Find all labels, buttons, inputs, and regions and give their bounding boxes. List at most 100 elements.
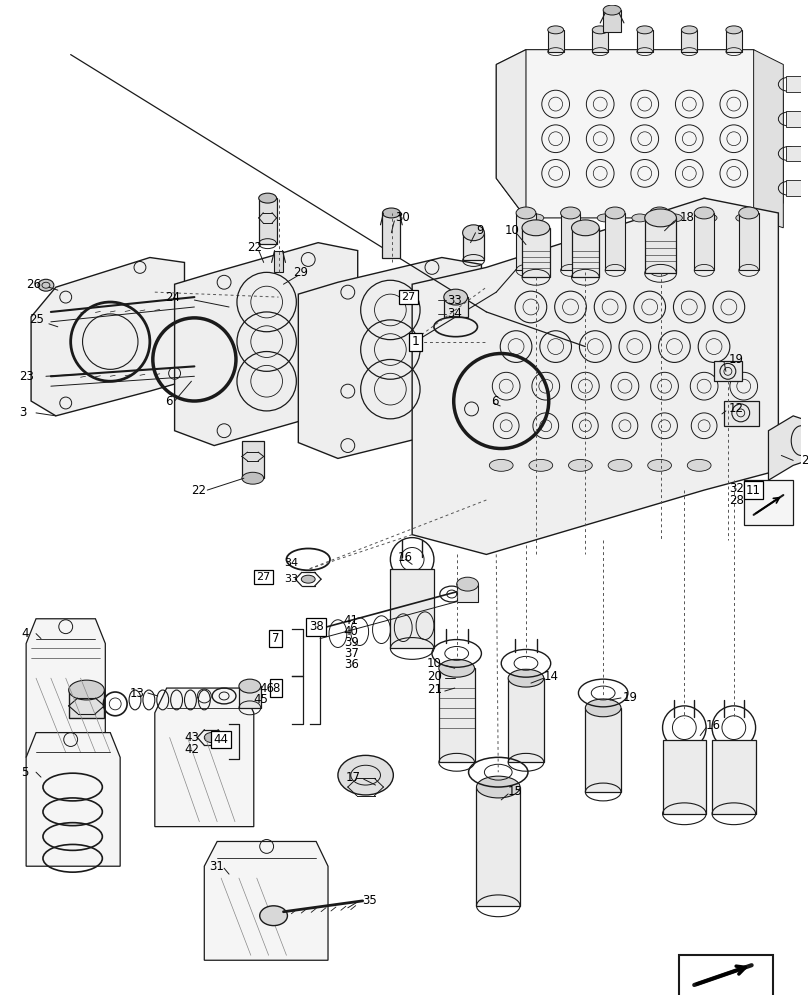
Ellipse shape: [439, 659, 474, 677]
Polygon shape: [412, 198, 778, 554]
Text: 43: 43: [184, 731, 200, 744]
Text: 9: 9: [477, 224, 484, 237]
Bar: [242, 441, 263, 478]
Ellipse shape: [382, 208, 400, 218]
Text: 33: 33: [284, 574, 298, 584]
Text: 37: 37: [344, 647, 359, 660]
Text: 33: 33: [447, 294, 461, 307]
Text: 21: 21: [427, 683, 442, 696]
Bar: [650, 213, 670, 270]
Bar: [439, 668, 474, 762]
Text: 2: 2: [801, 454, 808, 467]
Ellipse shape: [571, 220, 600, 236]
Bar: [726, 30, 742, 52]
Bar: [724, 401, 759, 426]
Text: 28: 28: [729, 494, 743, 507]
Bar: [637, 30, 653, 52]
Bar: [548, 30, 564, 52]
Ellipse shape: [726, 26, 742, 34]
Ellipse shape: [528, 214, 544, 222]
Polygon shape: [496, 50, 783, 218]
Bar: [444, 297, 468, 317]
Text: 34: 34: [447, 307, 461, 320]
Text: 14: 14: [544, 670, 559, 683]
Polygon shape: [768, 416, 808, 480]
Ellipse shape: [522, 220, 549, 236]
Text: 10: 10: [427, 657, 442, 670]
Ellipse shape: [38, 279, 54, 291]
Text: 20: 20: [427, 670, 442, 683]
Ellipse shape: [562, 214, 579, 222]
Ellipse shape: [645, 209, 676, 227]
Ellipse shape: [516, 207, 536, 219]
Text: 26: 26: [26, 278, 41, 291]
Text: 19: 19: [623, 691, 638, 704]
Text: 38: 38: [309, 620, 323, 633]
Bar: [390, 569, 434, 648]
Text: 16: 16: [398, 551, 412, 564]
Text: 44: 44: [213, 733, 229, 746]
Text: 42: 42: [184, 743, 200, 756]
Text: 36: 36: [344, 658, 359, 671]
Ellipse shape: [548, 26, 564, 34]
Ellipse shape: [736, 214, 751, 222]
Text: 27: 27: [257, 572, 271, 582]
Text: 17: 17: [346, 771, 361, 784]
Text: 7: 7: [271, 632, 280, 645]
Text: 30: 30: [395, 211, 410, 224]
Polygon shape: [31, 258, 184, 416]
Ellipse shape: [338, 755, 393, 795]
Bar: [714, 361, 742, 381]
Ellipse shape: [604, 5, 621, 15]
Text: 41: 41: [344, 614, 359, 627]
Ellipse shape: [650, 207, 670, 219]
Ellipse shape: [301, 575, 315, 583]
Ellipse shape: [605, 207, 625, 219]
Text: 22: 22: [191, 484, 206, 497]
Bar: [259, 198, 276, 244]
Polygon shape: [298, 258, 482, 458]
Text: 5: 5: [21, 766, 28, 779]
Bar: [463, 233, 485, 260]
Ellipse shape: [632, 214, 648, 222]
Ellipse shape: [585, 699, 621, 717]
Bar: [604, 10, 621, 32]
Ellipse shape: [667, 214, 683, 222]
Bar: [680, 955, 773, 1000]
Ellipse shape: [597, 214, 613, 222]
Bar: [743, 480, 793, 525]
Text: 25: 25: [29, 313, 44, 326]
Bar: [663, 740, 706, 814]
Bar: [477, 787, 520, 906]
Ellipse shape: [242, 472, 263, 484]
Bar: [694, 213, 714, 270]
Text: 1: 1: [411, 335, 419, 348]
Ellipse shape: [204, 733, 218, 742]
Polygon shape: [175, 243, 358, 446]
Polygon shape: [754, 50, 783, 228]
Text: 45: 45: [254, 693, 268, 706]
Bar: [786, 76, 806, 92]
Text: 40: 40: [344, 625, 359, 638]
Bar: [382, 213, 400, 258]
Ellipse shape: [239, 679, 261, 693]
Text: 35: 35: [363, 894, 377, 907]
Bar: [508, 678, 544, 762]
Text: 18: 18: [680, 211, 694, 224]
Text: 6: 6: [165, 395, 172, 408]
Bar: [571, 228, 600, 277]
Ellipse shape: [637, 26, 653, 34]
Ellipse shape: [444, 289, 468, 305]
Text: 3: 3: [19, 406, 27, 419]
Text: 16: 16: [706, 719, 721, 732]
Ellipse shape: [69, 680, 104, 700]
Text: 11: 11: [746, 484, 761, 497]
Text: 32: 32: [729, 482, 743, 495]
Bar: [786, 111, 806, 127]
Text: 24: 24: [165, 291, 179, 304]
Bar: [739, 213, 759, 270]
Bar: [712, 740, 755, 814]
Ellipse shape: [259, 193, 276, 203]
Text: 6: 6: [491, 395, 499, 408]
Polygon shape: [155, 688, 254, 827]
